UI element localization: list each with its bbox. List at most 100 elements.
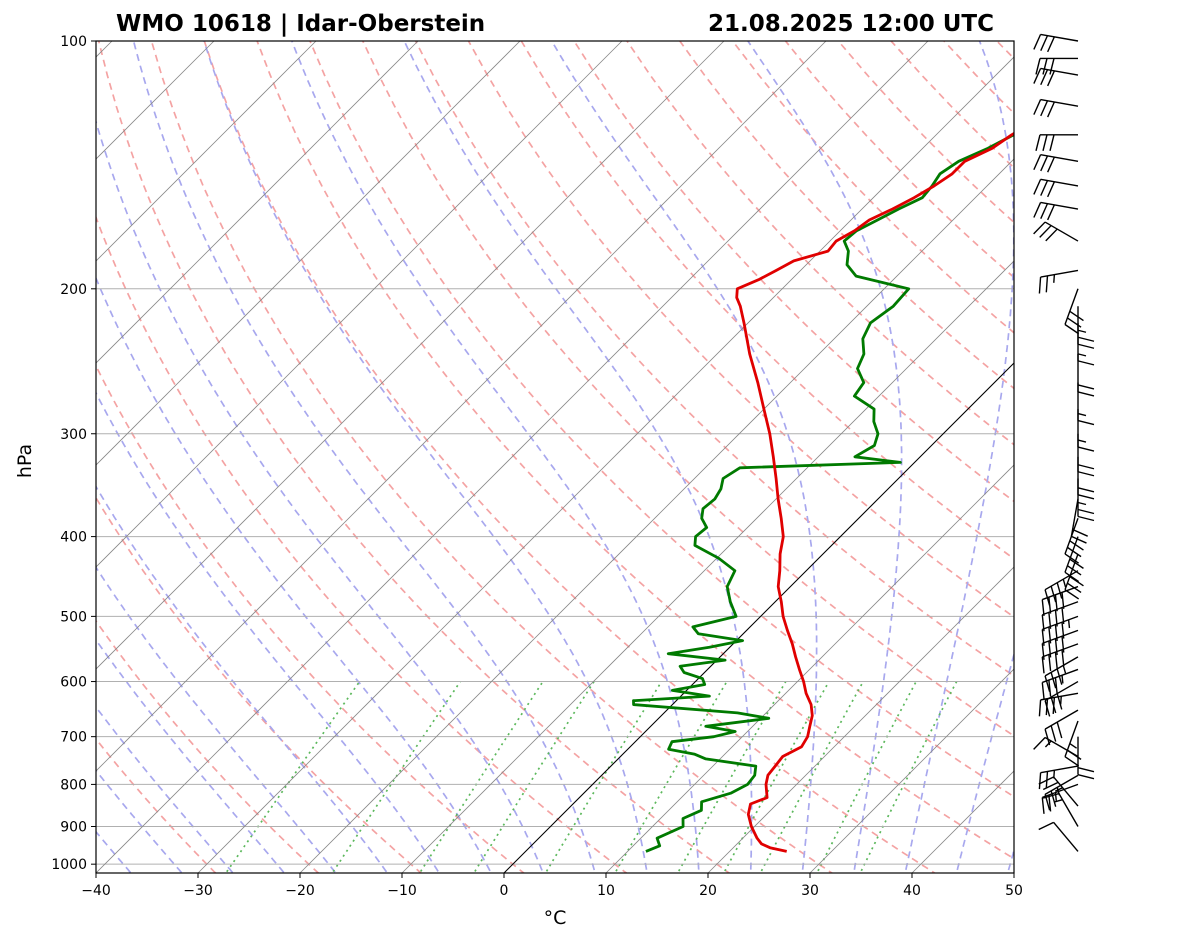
wind-barb-staff <box>1042 601 1079 616</box>
moist-adiabat-line <box>747 41 903 873</box>
wind-barb <box>1064 536 1084 583</box>
wind-barb-flag <box>1077 494 1095 500</box>
wind-barb <box>1041 629 1079 660</box>
wind-barb <box>1035 134 1078 151</box>
wind-barb-flag <box>1048 654 1052 671</box>
wind-barb-flag <box>1053 770 1056 779</box>
wind-barb-flag <box>1077 384 1095 390</box>
wind-barb-staff <box>1058 793 1079 827</box>
dry-adiabat-line <box>890 41 1014 169</box>
isotherm-line <box>96 41 623 568</box>
wind-barb-flag <box>1062 578 1067 588</box>
wind-barb-flag <box>1067 565 1082 576</box>
wind-barb <box>1041 668 1079 699</box>
y-tick-label: 100 <box>60 34 87 50</box>
x-tick-label: −10 <box>387 883 417 899</box>
wind-barb-flag <box>1050 725 1057 742</box>
dry-adiabats <box>96 41 1181 882</box>
wind-barb <box>1035 57 1078 75</box>
wind-barb-flag <box>1033 68 1042 84</box>
wind-barb-flag <box>1077 343 1095 349</box>
wind-barb <box>1044 709 1079 746</box>
moist-adiabat-line <box>96 276 493 873</box>
dry-adiabat-line <box>96 215 628 873</box>
dry-adiabat-line <box>520 41 1014 560</box>
moist-adiabat-line <box>96 565 337 873</box>
wind-barb <box>1044 570 1079 606</box>
wind-barb-flag <box>1077 766 1095 773</box>
plot-area <box>96 41 1181 882</box>
isotherm-line <box>1013 872 1014 873</box>
x-tick-label: 40 <box>903 883 921 899</box>
wind-barb-flag <box>1047 156 1056 173</box>
x-tick-label: 0 <box>500 883 509 899</box>
dry-adiabat-line <box>731 41 1014 334</box>
y-axis-ticks: 100 200 300 400 500 600 700 800 900 1000 <box>51 34 96 873</box>
mixing-ratio-line <box>331 681 462 873</box>
wind-barb-flag <box>1041 656 1045 674</box>
wind-barb-flag <box>1038 821 1054 831</box>
wind-barb-flag <box>1040 203 1049 219</box>
dry-adiabat-line <box>150 41 834 873</box>
wind-barb-flag <box>1035 58 1041 75</box>
wind-barb <box>1041 601 1079 632</box>
wind-barb-flag <box>1077 464 1095 470</box>
wind-barb-flag <box>1048 679 1052 697</box>
moist-adiabat-line <box>955 651 1014 873</box>
isotherm-line <box>707 566 1014 873</box>
wind-barb-flag <box>1061 649 1065 667</box>
wind-barb-staff <box>1042 643 1079 658</box>
y-tick-label: 800 <box>60 777 87 793</box>
wind-barb-flag <box>1077 501 1087 506</box>
x-tick-label: −40 <box>81 883 111 899</box>
mixing-ratio-line <box>224 681 361 873</box>
wind-barb-flag <box>1041 682 1045 699</box>
x-tick-label: 30 <box>801 883 819 899</box>
y-axis-label: hPa <box>14 444 36 478</box>
wind-barb-flag <box>1042 134 1048 151</box>
wind-barb-flag <box>1077 360 1095 366</box>
wind-barb-flag <box>1041 599 1045 617</box>
wind-barb-flag <box>1077 412 1087 417</box>
wind-barb-flag <box>1077 391 1095 397</box>
wind-barb-flag <box>1054 609 1058 627</box>
wind-barb <box>1038 269 1079 294</box>
wind-barb-flag <box>1045 275 1049 293</box>
dry-adiabat-line <box>996 41 1014 60</box>
wind-barb-flag <box>1077 353 1087 357</box>
wind-barb-flag <box>1072 528 1088 537</box>
wind-barb-flag <box>1047 36 1056 53</box>
dry-adiabat-line <box>573 41 1014 503</box>
wind-barb-flag <box>1077 336 1095 342</box>
wind-barb-flag <box>1038 772 1042 790</box>
wind-barb <box>1042 792 1079 827</box>
wind-barb <box>1041 783 1079 814</box>
wind-barb <box>1077 306 1095 349</box>
wind-barb-flag <box>1039 225 1052 238</box>
dry-adiabat-line <box>414 41 1014 677</box>
y-tick-label: 500 <box>60 609 87 625</box>
wind-barb-flag <box>1054 652 1058 669</box>
moist-adiabat-line <box>904 41 1014 873</box>
wind-barb <box>1033 201 1079 221</box>
isotherm-line <box>96 41 419 364</box>
wind-barb-flag <box>1054 624 1058 642</box>
wind-barb-flag <box>1047 101 1056 118</box>
wind-barb-flag <box>1069 540 1084 551</box>
dry-adiabat-line <box>97 41 731 873</box>
wind-barb-flag <box>1054 638 1058 656</box>
dry-adiabat-line <box>203 41 937 873</box>
wind-barb-flag <box>1077 471 1095 477</box>
wind-barb-staff <box>1044 709 1079 730</box>
wind-barb-flag <box>1064 756 1080 767</box>
dry-adiabat-line <box>1155 41 1181 882</box>
wind-barb-flag <box>1059 696 1062 705</box>
isotherm-line <box>197 56 1014 873</box>
wind-barb-flag <box>1044 740 1052 748</box>
wind-barb-flag <box>1054 792 1058 801</box>
isotherm-line <box>96 41 317 262</box>
wind-barb-flag <box>1049 134 1055 151</box>
wind-barbs <box>1033 33 1095 852</box>
wind-barb <box>1044 656 1079 692</box>
wind-barb-flag <box>1053 274 1056 283</box>
